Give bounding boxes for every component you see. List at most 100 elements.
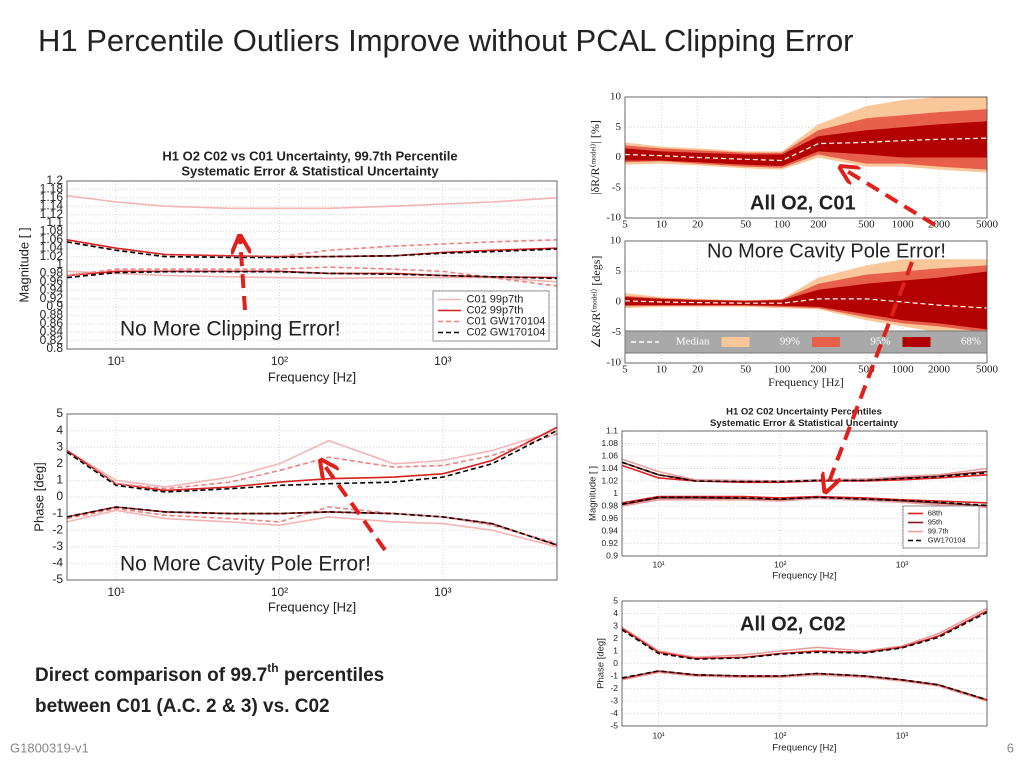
- y-tick-label: 1: [613, 488, 618, 498]
- series-line: [67, 429, 557, 488]
- y-axis-label: |δR/R⁽ᵐᵒᵈᵉˡ⁾| [%]: [588, 120, 602, 195]
- y-tick-label: -2: [52, 522, 63, 536]
- x-tick-label: 10³: [896, 559, 908, 569]
- series-line: [622, 670, 987, 701]
- plot: [625, 97, 987, 173]
- arrows: [240, 168, 937, 552]
- annotations: No More Clipping Error! No More Cavity Po…: [120, 192, 946, 635]
- legend-label: C02 GW170104: [467, 326, 546, 338]
- x-tick-label: 10²: [271, 354, 288, 368]
- y-axis-label: ∠δR/R⁽ᵐᵒᵈᵉˡ⁾ [degs]: [589, 256, 603, 349]
- y-tick-label: 0.94: [40, 282, 64, 296]
- series-line: [622, 461, 987, 483]
- x-tick-label: 5: [622, 219, 628, 231]
- series-line: [622, 496, 987, 507]
- legend-label: GW170104: [928, 535, 966, 544]
- y-tick-label: 1: [56, 257, 63, 271]
- y-tick-label: -10: [606, 212, 621, 224]
- plot-frame: [624, 96, 988, 219]
- x-tick-label: 10²: [774, 730, 786, 740]
- series-line: [67, 266, 557, 287]
- series-line: [67, 239, 557, 258]
- legend-label: C02 99p7th: [467, 304, 524, 316]
- chart: H1 O2 C02 Uncertainty PercentilesSystema…: [588, 407, 988, 582]
- y-tick-label: 0.9: [46, 299, 63, 313]
- legend-label: 95th: [928, 517, 943, 526]
- y-tick-label: 1.02: [40, 249, 64, 263]
- y-tick-label: 0.88: [40, 308, 64, 322]
- series-line: [67, 433, 557, 490]
- legend-label: C01 99p7th: [467, 293, 524, 305]
- y-tick-label: 1.06: [601, 450, 618, 460]
- plot: [67, 426, 557, 548]
- y-tick-label: 0.94: [601, 525, 618, 535]
- series-line: [622, 495, 987, 504]
- x-axis-label: Frequency [Hz]: [772, 571, 836, 582]
- x-tick-label: 1000: [892, 364, 915, 376]
- y-tick-label: 1.04: [601, 463, 618, 473]
- legend-label: 95%: [870, 336, 890, 348]
- x-tick-label: 10²: [774, 559, 786, 569]
- x-tick-label: 2000: [928, 219, 951, 231]
- band: [625, 271, 987, 330]
- chart: -5 -4 -3 -2 -1 0 1 2 3 4 5 10¹ 10² 10³ Phase [deg] Freq…: [596, 595, 988, 754]
- series-line: [67, 429, 557, 493]
- y-tick-label: 3: [56, 439, 63, 453]
- y-tick-label: 4: [613, 608, 618, 618]
- x-tick-label: 10¹: [107, 354, 124, 368]
- series-line: [67, 270, 557, 283]
- y-tick-label: 1.02: [601, 475, 618, 485]
- y-tick-label: 0.96: [601, 513, 618, 523]
- y-tick-label: 0.92: [601, 538, 618, 548]
- x-tick-label: 200: [810, 219, 827, 231]
- y-tick-label: 2: [56, 456, 63, 470]
- x-tick-label: 10¹: [652, 559, 664, 569]
- y-tick-label: 1.08: [40, 224, 64, 238]
- y-tick-label: 1.1: [46, 215, 63, 229]
- slide-title: H1 Percentile Outliers Improve without P…: [38, 23, 854, 58]
- y-tick-label: 1.16: [40, 190, 64, 204]
- x-tick-label: 1000: [892, 219, 915, 231]
- y-axis-label: Magnitude [ ]: [588, 466, 599, 521]
- plot-frame: [624, 240, 988, 364]
- y-tick-label: -4: [52, 556, 63, 570]
- y-tick-label: 5: [616, 265, 622, 277]
- chart-subtitle: Systematic Error & Statistical Uncertain…: [181, 163, 439, 178]
- legend-label: C01 GW170104: [467, 315, 546, 327]
- annotation: All O2, C01: [750, 192, 856, 214]
- x-tick-label: 50: [740, 364, 752, 376]
- y-tick-label: -5: [612, 181, 622, 193]
- y-tick-label: 10: [610, 91, 622, 103]
- x-tick-label: 500: [858, 219, 875, 231]
- series-line: [622, 610, 987, 660]
- plot-frame: [66, 413, 558, 581]
- y-tick-label: 0.84: [40, 324, 64, 338]
- footer: G1800319-v1: [10, 740, 89, 755]
- series-line: [67, 270, 557, 280]
- y-tick-label: -5: [52, 572, 63, 586]
- series-line: [625, 137, 987, 162]
- x-axis-label: Frequency [Hz]: [268, 599, 356, 614]
- y-tick-label: -10: [606, 357, 621, 369]
- arrow: [322, 462, 387, 552]
- y-tick-label: 0.98: [601, 500, 618, 510]
- x-tick-label: 10³: [896, 730, 908, 740]
- series-line: [67, 426, 557, 492]
- y-tick-label: 1.18: [40, 182, 64, 196]
- y-tick-label: -1: [52, 506, 63, 520]
- series-line: [622, 607, 987, 659]
- plot: [622, 458, 987, 509]
- y-tick-label: -5: [610, 720, 618, 730]
- legend-swatch: [902, 337, 931, 347]
- series-line: [67, 509, 557, 548]
- caption-line: Direct comparison of 99.7th percentiles: [35, 661, 384, 686]
- series-line: [67, 506, 557, 546]
- y-tick-label: -2: [610, 683, 618, 693]
- band: [625, 121, 987, 166]
- annotation: All O2, C02: [740, 613, 846, 635]
- legend-label: Median: [676, 336, 710, 348]
- x-tick-label: 10¹: [652, 730, 664, 740]
- y-tick-label: 1.06: [40, 232, 64, 246]
- plot-frame: [621, 430, 988, 557]
